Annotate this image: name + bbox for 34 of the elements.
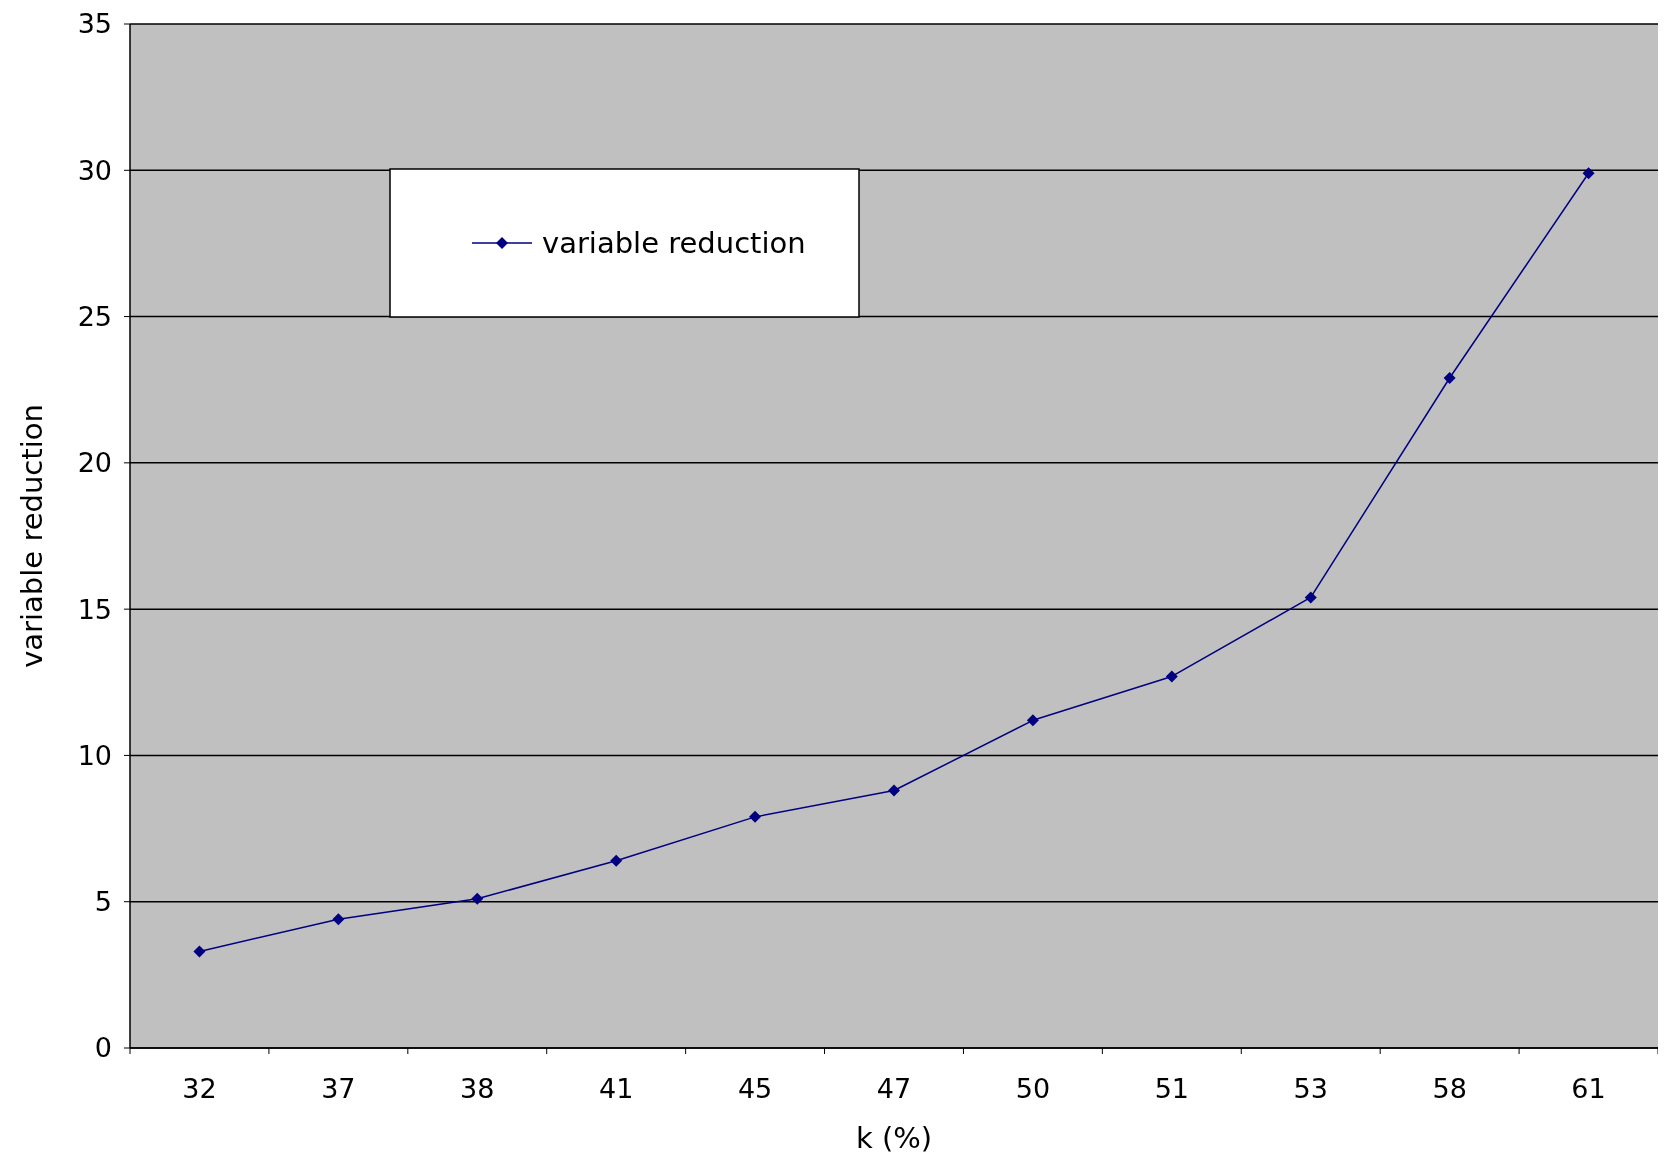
- point: [193, 945, 206, 958]
- x-tick-label: 38: [460, 1073, 495, 1104]
- point: [749, 810, 762, 823]
- point: [471, 892, 484, 905]
- y-tick-label: 10: [77, 739, 112, 771]
- x-tick-label: 32: [182, 1073, 217, 1104]
- x-tick-label: 47: [876, 1073, 912, 1104]
- x-tick-label: 53: [1293, 1073, 1328, 1104]
- y-tick-label: 0: [94, 1032, 112, 1064]
- point: [610, 854, 623, 867]
- y-tick-label: 15: [77, 593, 112, 625]
- legend: variable reduction: [389, 168, 860, 318]
- point: [888, 784, 900, 797]
- y-tick-label: 5: [94, 886, 112, 918]
- y-tick-label: 20: [77, 447, 112, 479]
- y-tick-label: 25: [77, 301, 112, 333]
- y-tick-label: 30: [77, 154, 112, 186]
- x-tick-label: 37: [321, 1073, 356, 1104]
- x-axis-title: k (%): [855, 1121, 933, 1155]
- point: [332, 913, 345, 926]
- point: [1443, 372, 1456, 385]
- point: [1165, 670, 1178, 683]
- point: [1026, 714, 1039, 727]
- point: [1582, 167, 1595, 180]
- legend-label: variable reduction: [542, 226, 806, 261]
- point: [1304, 591, 1317, 604]
- x-tick-label: 51: [1154, 1073, 1189, 1104]
- x-tick-label: 58: [1432, 1073, 1467, 1104]
- y-tick-label: 35: [77, 8, 112, 40]
- y-axis-title: variable reduction: [15, 404, 49, 668]
- x-tick-label: 61: [1571, 1073, 1606, 1104]
- x-tick-label: 45: [737, 1073, 773, 1104]
- x-tick-label: 41: [599, 1073, 634, 1104]
- x-tick-label: 50: [1015, 1073, 1051, 1104]
